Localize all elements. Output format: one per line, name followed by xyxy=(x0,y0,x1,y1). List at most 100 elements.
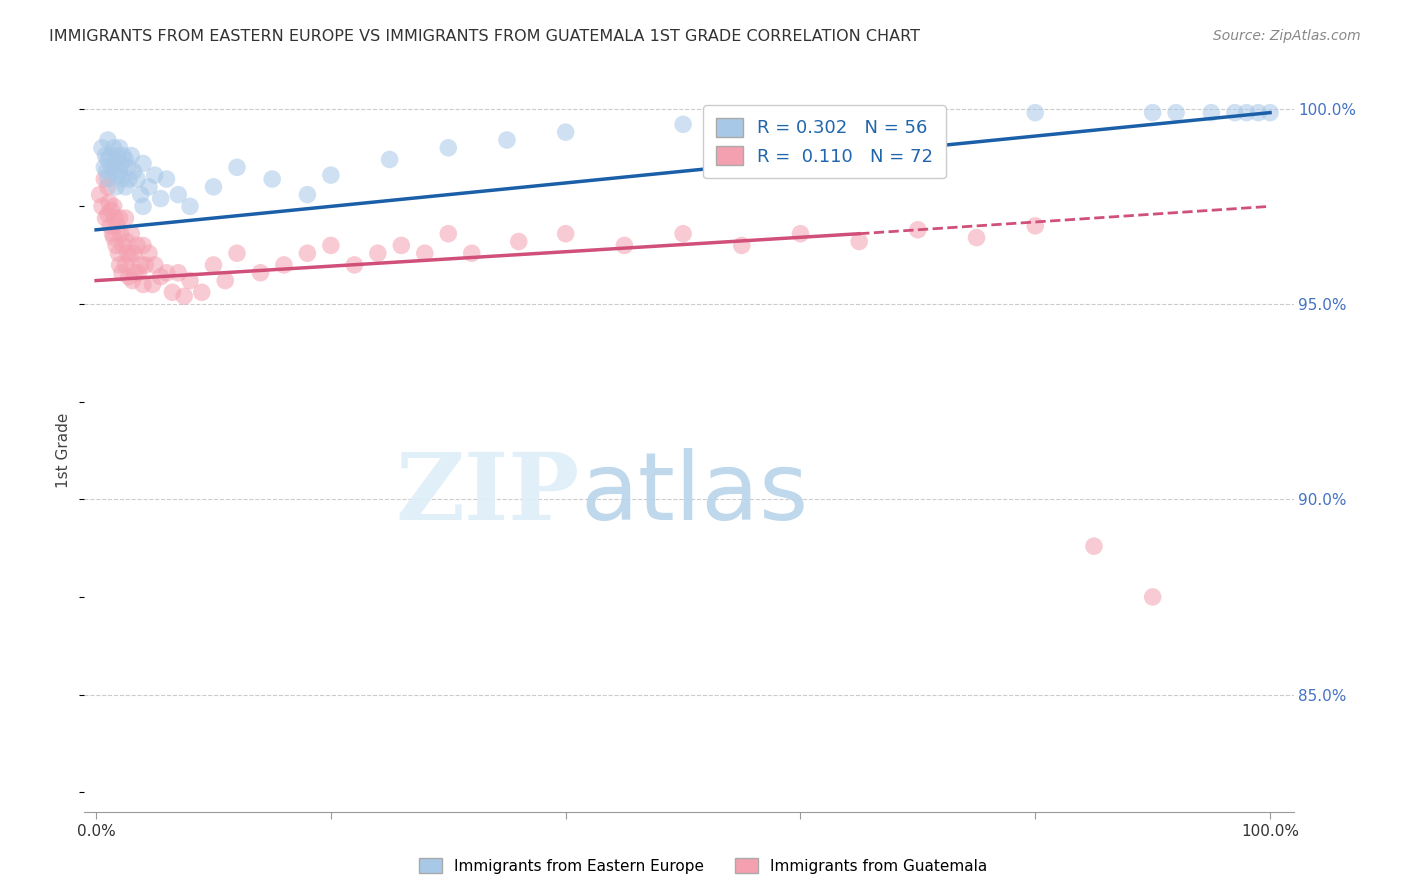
Point xyxy=(496,133,519,147)
Text: IMMIGRANTS FROM EASTERN EUROPE VS IMMIGRANTS FROM GUATEMALA 1ST GRADE CORRELATIO: IMMIGRANTS FROM EASTERN EUROPE VS IMMIGR… xyxy=(49,29,920,44)
Point xyxy=(613,238,636,252)
Point xyxy=(111,266,134,280)
Point xyxy=(132,156,155,170)
Point xyxy=(143,168,166,182)
Point xyxy=(1223,105,1246,120)
Point xyxy=(93,161,115,175)
Point xyxy=(155,266,177,280)
Point xyxy=(1142,105,1164,120)
Point xyxy=(138,179,160,194)
Point xyxy=(143,258,166,272)
Point xyxy=(1247,105,1270,120)
Point xyxy=(100,161,122,175)
Point xyxy=(120,148,142,162)
Point xyxy=(319,168,342,182)
Point xyxy=(138,246,160,260)
Point xyxy=(907,110,929,124)
Point xyxy=(262,172,284,186)
Point xyxy=(94,148,117,162)
Point xyxy=(111,172,134,186)
Point xyxy=(108,258,131,272)
Point xyxy=(554,125,576,139)
Point xyxy=(508,235,530,249)
Point xyxy=(179,274,201,288)
Point xyxy=(121,274,143,288)
Point xyxy=(461,246,484,260)
Point xyxy=(789,227,811,241)
Point xyxy=(167,187,190,202)
Point xyxy=(114,258,136,272)
Point xyxy=(202,179,225,194)
Y-axis label: 1st Grade: 1st Grade xyxy=(56,413,72,488)
Point xyxy=(1201,105,1223,120)
Point xyxy=(96,164,118,178)
Point xyxy=(107,246,129,260)
Point xyxy=(115,235,138,249)
Point xyxy=(1166,105,1188,120)
Point xyxy=(100,203,122,218)
Point xyxy=(389,238,412,252)
Point xyxy=(112,148,135,162)
Point xyxy=(107,168,129,182)
Point xyxy=(97,207,120,221)
Legend: Immigrants from Eastern Europe, Immigrants from Guatemala: Immigrants from Eastern Europe, Immigran… xyxy=(413,852,993,880)
Point xyxy=(297,246,319,260)
Point xyxy=(89,187,111,202)
Point xyxy=(173,289,195,303)
Point xyxy=(1236,105,1258,120)
Point xyxy=(343,258,366,272)
Point xyxy=(141,277,163,292)
Point xyxy=(97,172,120,186)
Point xyxy=(226,161,249,175)
Point xyxy=(103,230,125,244)
Point xyxy=(731,238,754,252)
Point xyxy=(149,269,172,284)
Point xyxy=(134,258,156,272)
Point xyxy=(132,277,155,292)
Point xyxy=(672,117,695,131)
Point xyxy=(162,285,184,300)
Point xyxy=(1024,219,1046,233)
Point xyxy=(105,148,128,162)
Point xyxy=(226,246,249,260)
Point xyxy=(105,238,128,252)
Point xyxy=(104,211,127,225)
Point xyxy=(117,161,139,175)
Point xyxy=(297,187,319,202)
Point xyxy=(114,153,136,167)
Point xyxy=(103,199,125,213)
Text: atlas: atlas xyxy=(581,448,808,540)
Point xyxy=(179,199,201,213)
Point xyxy=(112,238,135,252)
Point xyxy=(94,211,117,225)
Point xyxy=(437,141,460,155)
Point xyxy=(110,227,132,241)
Point xyxy=(118,269,141,284)
Point xyxy=(437,227,460,241)
Point xyxy=(97,153,120,167)
Text: ZIP: ZIP xyxy=(396,449,581,539)
Point xyxy=(167,266,190,280)
Point xyxy=(319,238,342,252)
Point xyxy=(132,199,155,213)
Point xyxy=(117,246,139,260)
Point xyxy=(273,258,295,272)
Point xyxy=(129,187,152,202)
Point xyxy=(118,172,141,186)
Point xyxy=(103,164,125,178)
Point xyxy=(367,246,389,260)
Point xyxy=(93,172,115,186)
Point xyxy=(120,227,142,241)
Point xyxy=(190,285,212,300)
Point xyxy=(907,223,929,237)
Point xyxy=(132,238,155,252)
Point xyxy=(105,179,128,194)
Point xyxy=(1142,590,1164,604)
Point xyxy=(554,227,576,241)
Point xyxy=(249,266,271,280)
Point xyxy=(104,156,127,170)
Point xyxy=(122,164,145,178)
Point xyxy=(105,219,128,233)
Point xyxy=(122,246,145,260)
Point xyxy=(110,156,132,170)
